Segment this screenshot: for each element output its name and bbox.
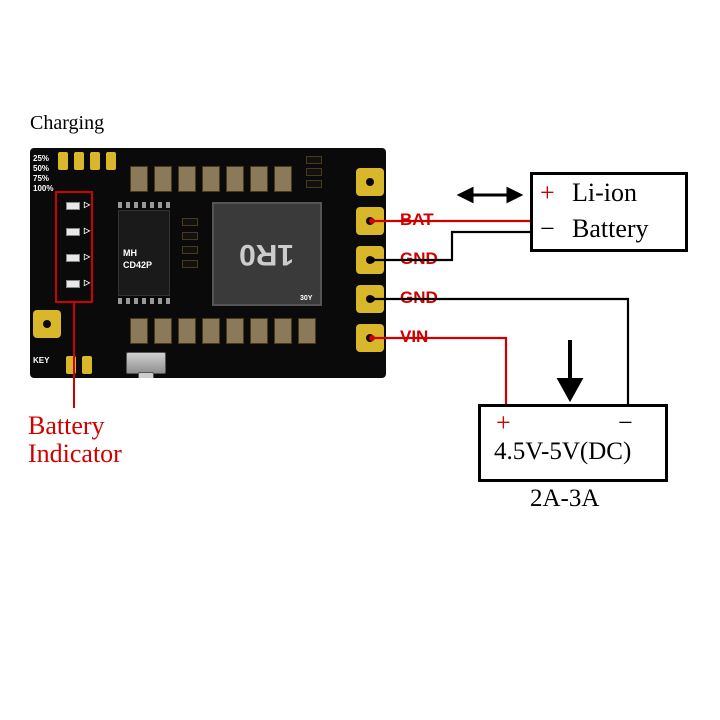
r-m4 <box>182 260 198 268</box>
led-1 <box>66 202 80 210</box>
cap-b7 <box>274 318 292 344</box>
cap-b2 <box>154 318 172 344</box>
inductor-label: 1R0 <box>239 237 294 271</box>
supply-minus: − <box>618 408 633 438</box>
pad-left-1 <box>58 152 68 170</box>
pcb-board: 25% 50% 75% 100% KEY ▷ ▷ ▷ ▷ MH CD42P <box>30 148 386 378</box>
cap-t3 <box>178 166 196 192</box>
liion-line1: Li-ion <box>572 178 637 208</box>
push-button <box>126 352 166 374</box>
led-arrow-1: ▷ <box>84 200 90 209</box>
r-m2 <box>182 232 198 240</box>
cap-t1 <box>130 166 148 192</box>
silk-key: KEY <box>33 356 49 365</box>
inductor-mark: 30Y <box>300 294 312 303</box>
pad-r1-h <box>366 217 374 225</box>
cap-b8 <box>298 318 316 344</box>
label-gnd1: GND <box>400 249 438 269</box>
pad-key-1 <box>66 356 76 374</box>
led-3 <box>66 254 80 262</box>
pad-left-3 <box>90 152 100 170</box>
cap-t6 <box>250 166 268 192</box>
ic-chip: MH CD42P <box>118 210 170 296</box>
pad-left-4 <box>106 152 116 170</box>
supply-plus: + <box>496 408 511 438</box>
pad-key-2 <box>82 356 92 374</box>
r-m1 <box>182 218 198 226</box>
led-4 <box>66 280 80 288</box>
pad-r2-h <box>366 256 374 264</box>
cap-b6 <box>250 318 268 344</box>
liion-minus: − <box>540 214 555 244</box>
r-m3 <box>182 246 198 254</box>
cap-b1 <box>130 318 148 344</box>
diagram-title: Charging <box>30 112 104 135</box>
r-t1 <box>306 156 322 164</box>
cap-t7 <box>274 166 292 192</box>
label-bat: BAT <box>400 210 434 230</box>
push-button-cap <box>138 372 154 378</box>
ic-text-2: CD42P <box>123 261 152 270</box>
silk-100: 100% <box>33 184 53 193</box>
pad-left-2 <box>74 152 84 170</box>
cap-t2 <box>154 166 172 192</box>
ic-pins-top <box>118 202 170 208</box>
pad-r3-h <box>366 295 374 303</box>
led-2 <box>66 228 80 236</box>
pad-r0-h <box>366 178 374 186</box>
cap-t5 <box>226 166 244 192</box>
battery-indicator-label: Battery Indicator <box>28 412 122 468</box>
led-arrow-2: ▷ <box>84 226 90 235</box>
silk-50: 50% <box>33 164 49 173</box>
label-gnd2: GND <box>400 288 438 308</box>
led-arrow-4: ▷ <box>84 278 90 287</box>
ic-text-1: MH <box>123 249 137 258</box>
cap-b4 <box>202 318 220 344</box>
supply-line2: 2A-3A <box>530 485 599 513</box>
ic-pins-bot <box>118 298 170 304</box>
silk-75: 75% <box>33 174 49 183</box>
supply-line1: 4.5V-5V(DC) <box>494 438 631 466</box>
cap-t4 <box>202 166 220 192</box>
silk-25: 25% <box>33 154 49 163</box>
cap-b5 <box>226 318 244 344</box>
r-t2 <box>306 168 322 176</box>
liion-line2: Battery <box>572 214 649 244</box>
r-t3 <box>306 180 322 188</box>
liion-plus: + <box>540 178 555 208</box>
pad-r4-h <box>366 334 374 342</box>
inductor: 1R0 <box>212 202 322 306</box>
led-arrow-3: ▷ <box>84 252 90 261</box>
label-vin: VIN <box>400 327 428 347</box>
cap-b3 <box>178 318 196 344</box>
pad-left-bottom-hole <box>43 320 51 328</box>
